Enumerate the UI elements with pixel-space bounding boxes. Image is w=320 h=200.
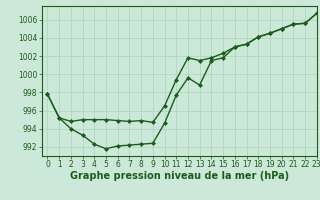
X-axis label: Graphe pression niveau de la mer (hPa): Graphe pression niveau de la mer (hPa) — [70, 171, 289, 181]
